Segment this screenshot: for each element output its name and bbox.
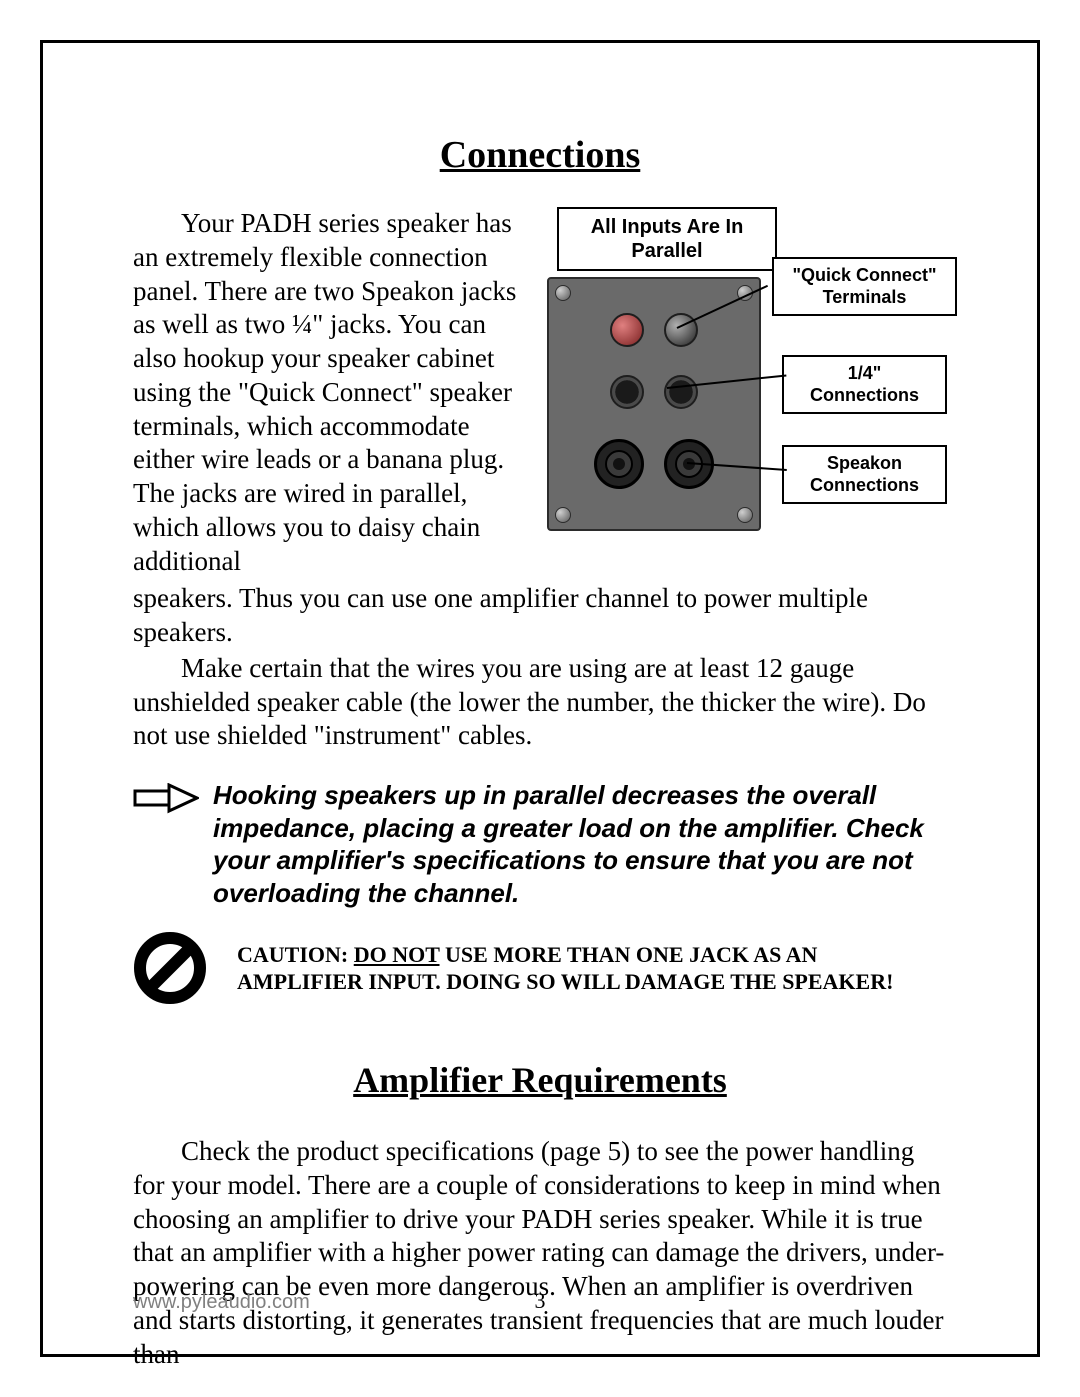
screw-icon: [737, 507, 753, 523]
page-number: 3: [535, 1288, 546, 1314]
intro-paragraph: Your PADH series speaker has an extremel…: [133, 207, 529, 578]
footer-url: www.pyleaudio.com: [133, 1291, 310, 1314]
connector-panel: [547, 277, 761, 531]
parallel-warning-text: Hooking speakers up in parallel decrease…: [213, 779, 947, 909]
speakon-jack-icon: [594, 439, 644, 489]
continuation-text-2: Make certain that the wires you are usin…: [133, 653, 926, 751]
page: Connections Your PADH series speaker has…: [0, 0, 1080, 1397]
connection-panel-figure: All Inputs Are In Parallel: [547, 207, 947, 547]
intro-text: Your PADH series speaker has an extremel…: [133, 208, 516, 576]
amplifier-body-text: Check the product specifications (page 5…: [133, 1136, 944, 1369]
figure-header-label: All Inputs Are In Parallel: [557, 207, 777, 271]
quarter-inch-jack-icon: [610, 375, 644, 409]
caution-text: CAUTION: DO NOT USE MORE THAN ONE JACK A…: [237, 941, 947, 996]
caution-underlined: DO NOT: [354, 942, 440, 967]
callout-speakon: Speakon Connections: [782, 445, 947, 504]
quick-connect-terminal-icon: [610, 313, 644, 347]
callout-quarter-inch: 1/4" Connections: [782, 355, 947, 414]
quick-connect-row: [549, 313, 759, 347]
continuation-text-1: speakers. Thus you can use one amplifier…: [133, 583, 868, 647]
page-border: Connections Your PADH series speaker has…: [40, 40, 1040, 1357]
continuation-paragraph-2: Make certain that the wires you are usin…: [133, 652, 947, 753]
parallel-warning-note: Hooking speakers up in parallel decrease…: [133, 779, 947, 909]
screw-icon: [555, 285, 571, 301]
continuation-paragraph-1: speakers. Thus you can use one amplifier…: [133, 582, 947, 650]
quarter-inch-jack-icon: [664, 375, 698, 409]
screw-icon: [555, 507, 571, 523]
caution-block: CAUTION: DO NOT USE MORE THAN ONE JACK A…: [133, 931, 947, 1005]
caution-prefix: CAUTION:: [237, 942, 354, 967]
page-footer: www.pyleaudio.com 3: [133, 1291, 947, 1314]
prohibited-icon: [133, 931, 207, 1005]
intro-and-figure: Your PADH series speaker has an extremel…: [133, 207, 947, 578]
figure-body: "Quick Connect" Terminals 1/4" Connectio…: [547, 277, 947, 547]
heading-connections: Connections: [133, 133, 947, 177]
heading-amplifier-requirements: Amplifier Requirements: [133, 1059, 947, 1101]
callout-quick-connect: "Quick Connect" Terminals: [772, 257, 957, 316]
amplifier-body-paragraph: Check the product specifications (page 5…: [133, 1135, 947, 1371]
arrow-right-icon: [133, 783, 199, 815]
